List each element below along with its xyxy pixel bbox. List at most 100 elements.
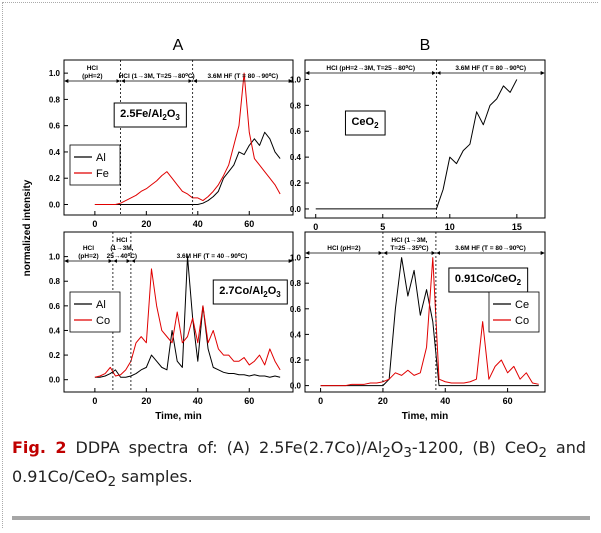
sample-label-box (344, 110, 386, 136)
label-part: 2.7Co/Al (219, 285, 263, 297)
data-line (94, 256, 281, 378)
phase-label: (pH=2) (78, 253, 98, 260)
phase-label: HCl (116, 237, 127, 244)
label-part: 0.91Co/CeO (455, 273, 517, 285)
sample-label-text: 2.5Fe/Al2O3 (120, 108, 180, 122)
sample-label-box (212, 279, 288, 305)
y-tick-label: 0.0 (49, 200, 61, 209)
x-tick-label: 60 (244, 396, 254, 406)
subscript: 2 (162, 113, 167, 122)
y-tick-label: 1.0 (290, 254, 302, 263)
phase-label: HCl (83, 245, 94, 252)
x-tick-label: 0 (318, 396, 323, 406)
sample-label: 2.5Fe/Al2O3 (113, 102, 187, 128)
caption-sub: 2 (538, 446, 547, 462)
y-tick-label: 0.4 (49, 148, 61, 157)
y-tick-label: 0.2 (290, 179, 302, 188)
subscript: 3 (175, 113, 180, 122)
phase-label: (pH=2) (82, 73, 102, 80)
caption-text: -1200, (B) CeO (411, 438, 539, 457)
label-part: CeO (351, 116, 374, 128)
phase-label: HCl (1→3M, T=25→80⁰C) (119, 72, 195, 80)
x-tick-label: 20 (141, 396, 151, 406)
caption-text: DDPA spectra of: (A) 2.5Fe(2.7Co)/Al (66, 438, 383, 457)
legend-box (69, 291, 121, 333)
legend-label: Fe (96, 168, 109, 180)
figure: A B normalized intensity 0.0 0.2 0.4 0.6 0.8… (22, 37, 546, 422)
label-part: 2.5Fe/Al (120, 108, 162, 120)
y-tick-label: 0.0 (49, 376, 61, 385)
data-line (94, 72, 281, 205)
x-tick-label: 20 (378, 396, 388, 406)
legend-label: Al (96, 152, 106, 164)
y-tick-label: 0.4 (290, 330, 302, 339)
y-tick-label: 0.2 (290, 356, 302, 365)
sample-label: 0.91Co/CeO2 (448, 267, 529, 293)
phase-label: 25→40⁰C) (107, 252, 137, 260)
x-axis-label: Time, min (155, 411, 202, 422)
y-axis-label: normalized intensity (22, 179, 33, 276)
y-tick-label: 0.6 (290, 305, 302, 314)
caption-sub: 3 (403, 446, 412, 462)
data-line (320, 257, 539, 387)
y-tick-label: 0.8 (290, 279, 302, 288)
y-tick-label: 0.4 (49, 326, 61, 335)
x-tick-label: 10 (445, 222, 455, 232)
sample-label-box (448, 267, 529, 293)
y-tick-label: 1.0 (290, 75, 302, 84)
caption-sub: 2 (107, 475, 117, 491)
sample-label-box (113, 102, 187, 128)
x-tick-label: 0 (313, 222, 318, 232)
caption: Fig. 2 DDPA spectra of: (A) 2.5Fe(2.7Co)… (12, 436, 586, 494)
y-tick-label: 0.8 (290, 101, 302, 110)
caption-text: samples. (116, 467, 193, 487)
plot-frame (63, 231, 294, 393)
x-tick-label: 5 (380, 222, 385, 232)
phase-label: HCl (pH=2) (327, 245, 360, 252)
phase-label: HCl (1→3M, (391, 237, 427, 244)
legend-box (69, 144, 121, 186)
figure-frame (2, 2, 598, 528)
data-line (94, 268, 281, 378)
data-line (94, 131, 281, 205)
subscript: 3 (276, 290, 281, 299)
legend-label: Al (96, 299, 106, 311)
y-tick-label: 1.0 (49, 253, 61, 262)
y-tick-label: 0.0 (290, 382, 302, 391)
x-axis-label: Time, min (402, 411, 449, 422)
caption-label: Fig. 2 (12, 438, 67, 457)
label-part: O (268, 285, 277, 297)
y-tick-label: 0.8 (49, 277, 61, 286)
x-tick-label: 40 (193, 396, 203, 406)
legend-label: Ce (515, 299, 529, 311)
phase-label: (1→3M, (110, 245, 133, 252)
x-tick-label: 40 (440, 396, 450, 406)
caption-text: O (390, 438, 404, 457)
data-line (315, 79, 518, 210)
x-tick-label: 0 (92, 219, 97, 229)
phase-label: 3.6M HF (T = 40→90⁰C) (177, 252, 248, 260)
legend-box (488, 291, 540, 333)
plot-frame (304, 231, 546, 393)
phase-label: 3.6M HF (T = 80→90⁰C) (207, 72, 278, 80)
x-tick-label: 15 (512, 222, 522, 232)
phase-label: 3.6M HF (T = 80→90⁰C) (455, 244, 526, 252)
y-tick-label: 0.0 (290, 205, 302, 214)
caption-text: and 0.91Co/CeO (12, 438, 587, 487)
separator (12, 516, 590, 520)
sample-label-text: CeO2 (351, 116, 379, 130)
y-tick-label: 0.6 (49, 302, 61, 311)
sample-label-text: 2.7Co/Al2O3 (219, 285, 281, 299)
sample-label: CeO2 (344, 110, 386, 136)
phase-label: T=25→35⁰C) (390, 244, 428, 252)
phase-label: HCl (pH=2→3M, T=25→80⁰C) (326, 64, 415, 72)
subscript: 2 (263, 290, 268, 299)
y-tick-label: 0.4 (290, 153, 302, 162)
panel-title: B (420, 37, 431, 54)
sample-label-text: 0.91Co/CeO2 (455, 273, 522, 287)
x-tick-label: 60 (503, 396, 513, 406)
y-tick-label: 0.6 (290, 127, 302, 136)
subscript: 2 (374, 121, 379, 130)
label-part: O (167, 108, 176, 120)
